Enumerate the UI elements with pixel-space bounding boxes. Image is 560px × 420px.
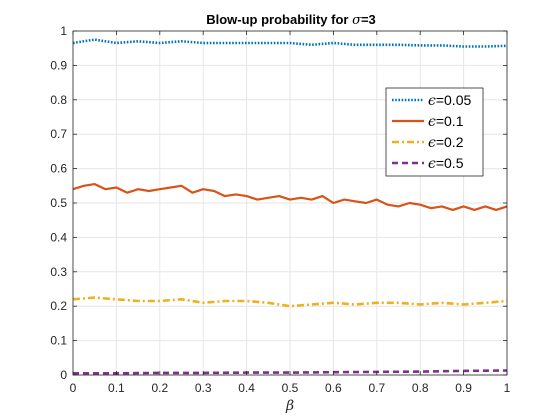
x-tick-label: 0.2 — [151, 381, 168, 395]
legend-label-2: ϵ=0.2 — [428, 134, 464, 151]
x-tick-label: 0.9 — [455, 381, 472, 395]
y-tick-label: 0.5 — [50, 196, 67, 210]
y-tick-label: 0 — [60, 368, 67, 382]
series-group — [72, 38, 508, 375]
chart-title: Blow-up probability for σ=3 — [206, 12, 376, 28]
y-tick-label: 0.4 — [50, 230, 67, 244]
x-axis-label: β — [285, 398, 294, 414]
x-tick-label: 0.6 — [325, 381, 342, 395]
y-tick-label: 0.2 — [50, 299, 67, 313]
y-tick-label: 0.3 — [50, 265, 67, 279]
series-line-3 — [73, 369, 508, 375]
legend: ϵ=0.05 ϵ=0.1 ϵ=0.2 ϵ=0.5 — [385, 87, 484, 177]
series-line-0 — [72, 38, 508, 48]
y-tick-label: 0.6 — [50, 162, 67, 176]
ticks: 0 0.1 0.2 0.3 0.4 0.5 0.6 0.7 0.8 0.9 1 0 0.1 0.2 0.3 0… — [50, 24, 510, 395]
legend-box — [385, 87, 484, 177]
legend-label-0: ϵ=0.05 — [428, 92, 471, 109]
series-line-2 — [72, 296, 508, 308]
legend-label-3: ϵ=0.5 — [428, 155, 464, 172]
y-tick-label: 0.1 — [50, 334, 67, 348]
x-tick-label: 0.1 — [108, 381, 125, 395]
y-tick-label: 0.9 — [50, 58, 67, 72]
x-tick-label: 0.3 — [195, 381, 212, 395]
legend-label-1: ϵ=0.1 — [428, 113, 464, 130]
y-tick-label: 0.8 — [50, 93, 67, 107]
x-tick-label: 0 — [70, 381, 77, 395]
x-tick-label: 0.4 — [238, 381, 255, 395]
x-tick-label: 1 — [504, 381, 511, 395]
x-tick-label: 0.5 — [282, 381, 299, 395]
x-tick-label: 0.7 — [368, 381, 385, 395]
x-tick-label: 0.8 — [412, 381, 429, 395]
series-line-1 — [72, 183, 508, 211]
y-tick-label: 1 — [60, 24, 67, 38]
y-tick-label: 0.7 — [50, 127, 67, 141]
